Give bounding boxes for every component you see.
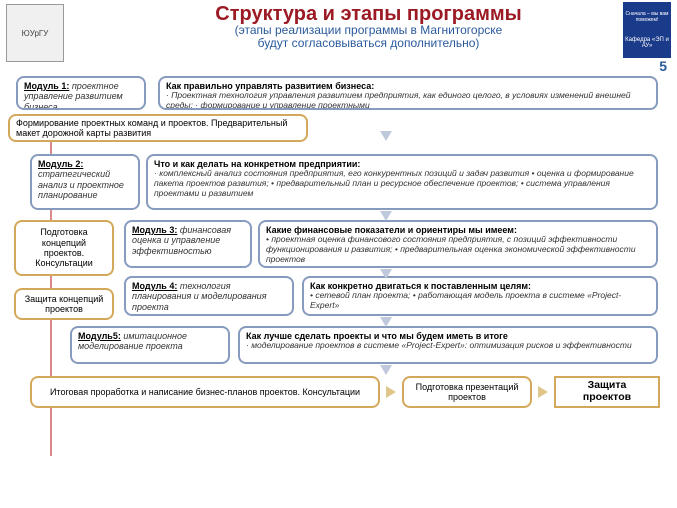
module-3-right-body: • проектная оценка финансового состояния…	[266, 235, 650, 264]
badge-top-line: Сначала – мы вам поможем!	[623, 11, 671, 23]
subtitle-line2: будут согласовываться дополнительно)	[70, 37, 667, 50]
module-1-right-body: · Проектная технология управления развит…	[166, 91, 650, 110]
stage-forming-teams: Формирование проектных команд и проектов…	[8, 114, 308, 142]
module-4-right: Как конкретно двигаться к поставленным ц…	[302, 276, 658, 316]
page-title: Структура и этапы программы	[70, 4, 667, 24]
module-5-box: Модуль5: имитационное моделирование прое…	[70, 326, 230, 364]
arrow-down-5	[380, 365, 392, 375]
stage-defend-concepts: Защита концепций проектов	[14, 288, 114, 320]
arrow-right-icon-2	[538, 386, 548, 398]
badge-text: Кафедра «ЭП и АУ»	[623, 37, 671, 49]
module-4-box: Модуль 4: технология планирования и моде…	[124, 276, 294, 316]
module-5-right-body: · моделирование проектов в системе «Proj…	[246, 341, 650, 351]
module-2-title: Модуль 2:	[38, 159, 83, 169]
module-2-right-body: · комплексный анализ состояния предприят…	[154, 169, 650, 198]
module-3-box: Модуль 3: финансовая оценка и управление…	[124, 220, 252, 268]
module-5-title: Модуль5:	[78, 331, 121, 341]
module-4-title: Модуль 4:	[132, 281, 177, 291]
module-2-desc: стратегический анализ и проектное планир…	[38, 169, 124, 200]
module-5-right: Как лучше сделать проекты и что мы будем…	[238, 326, 658, 364]
university-logo: ЮУрГУ	[6, 4, 64, 62]
stage-final-writing: Итоговая проработка и написание бизнес-п…	[30, 376, 380, 408]
diagram-content: Модуль 1: проектное управление развитием…	[0, 76, 677, 508]
arrow-down-2	[380, 211, 392, 221]
module-2-box: Модуль 2: стратегический анализ и проект…	[30, 154, 140, 210]
arrow-down-4	[380, 317, 392, 327]
stage-prepare-presentations: Подготовка презентаций проектов	[402, 376, 532, 408]
arrow-down-icon	[380, 131, 392, 141]
department-badge: Сначала – мы вам поможем! Кафедра «ЭП и …	[623, 2, 671, 58]
module-4-right-body: • сетевой план проекта; • работающая мод…	[310, 291, 650, 311]
arrow-right-icon	[386, 386, 396, 398]
arrow-down-3	[380, 269, 392, 279]
module-1-box: Модуль 1: проектное управление развитием…	[16, 76, 146, 110]
stage-prepare-concepts: Подготовка концепций проектов. Консульта…	[14, 220, 114, 276]
module-2-right: Что и как делать на конкретном предприят…	[146, 154, 658, 210]
module-1-right: Как правильно управлять развитием бизнес…	[158, 76, 658, 110]
module-3-title: Модуль 3:	[132, 225, 177, 235]
final-defense-box: Защита проектов	[554, 376, 660, 408]
page-number: 5	[659, 58, 667, 74]
module-1-title: Модуль 1:	[24, 81, 69, 91]
module-3-right: Какие финансовые показатели и ориентиры …	[258, 220, 658, 268]
